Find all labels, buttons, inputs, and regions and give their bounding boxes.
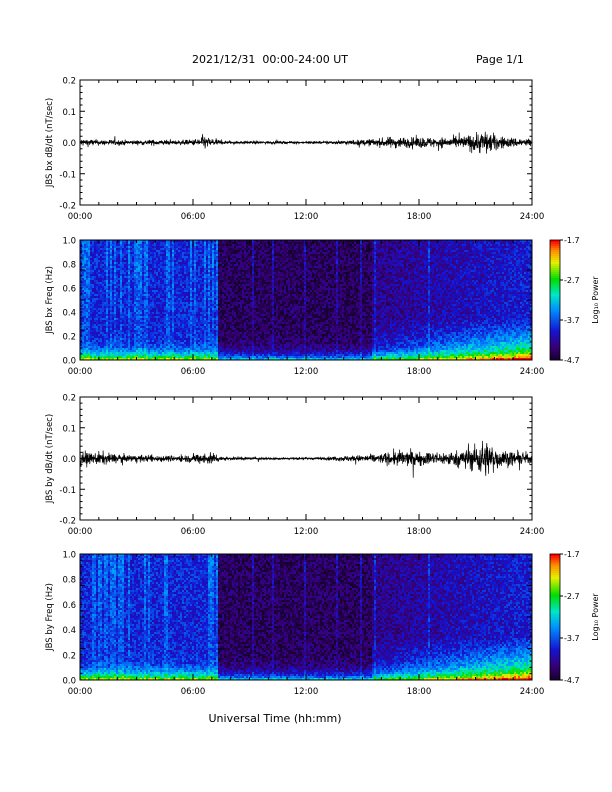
panel-1-colorbar-tick-label: -2.7 — [564, 276, 580, 285]
panel-2-xtick-label: 18:00 — [407, 527, 432, 537]
panel-0-ytick-label: -0.1 — [59, 170, 76, 180]
panel-1-ytick-label: 0.6 — [62, 285, 76, 295]
panel-1-colorbar — [550, 240, 560, 361]
panel-3-colorbar-tick-label: -2.7 — [564, 592, 580, 601]
panel-3-ytick-label: 0.0 — [62, 677, 76, 687]
panel-3-ytick-label: 1.0 — [62, 551, 76, 561]
panel-3-ytick-label: 0.8 — [62, 576, 76, 586]
panel-2-ytick-label: -0.2 — [59, 517, 76, 527]
panel-1-colorbar-tick-label: -3.7 — [564, 316, 580, 325]
panel-2-xtick-label: 06:00 — [181, 527, 206, 537]
panel-3-colorbar — [550, 554, 560, 681]
panel-1-xtick-label: 06:00 — [181, 367, 206, 377]
panel-1-xtick-label: 00:00 — [68, 367, 93, 377]
panel-3-colorbar-tick-label: -1.7 — [564, 550, 580, 559]
panel-3-ylabel: JBS by Freq (Hz) — [45, 583, 55, 652]
panel-3-colorbar-tick-label: -3.7 — [564, 634, 580, 643]
panel-2-ylabel: JBS by dB/dt (nT/sec) — [45, 414, 55, 504]
panel-0-ytick-label: -0.2 — [59, 202, 76, 212]
panel-0-xtick-label: 18:00 — [407, 212, 432, 222]
panel-2-ytick-label: 0.0 — [62, 455, 76, 465]
panel-3-ytick-label: 0.4 — [62, 626, 76, 636]
panel-0-xtick-label: 24:00 — [520, 212, 545, 222]
panel-2-xtick-label: 00:00 — [68, 527, 93, 537]
panel-3-xtick-label: 12:00 — [294, 687, 319, 697]
panel-3-xtick-label: 06:00 — [181, 687, 206, 697]
panel-1-xtick-label: 18:00 — [407, 367, 432, 377]
panel-3-colorbar-tick-label: -4.7 — [564, 676, 580, 685]
panel-3-colorbar-label: Log₁₀ Power — [591, 593, 600, 641]
panel-0-ytick-label: 0.2 — [62, 77, 76, 87]
panel-1-xtick-label: 12:00 — [294, 367, 319, 377]
panel-1-colorbar-tick-label: -4.7 — [564, 356, 580, 365]
panel-2-ytick-label: 0.2 — [62, 394, 76, 404]
panel-0-xtick-label: 12:00 — [294, 212, 319, 222]
panel-0-ytick-label: 0.0 — [62, 139, 76, 149]
panel-0-xtick-label: 00:00 — [68, 212, 93, 222]
x-axis-label: Universal Time (hh:mm) — [209, 712, 342, 725]
panel-1-ytick-label: 0.2 — [62, 333, 76, 343]
panel-2-ytick-label: -0.1 — [59, 486, 76, 496]
panel-1-ytick-label: 0.4 — [62, 309, 76, 319]
panel-1-ytick-label: 1.0 — [62, 237, 76, 247]
panel-2-xtick-label: 24:00 — [520, 527, 545, 537]
panel-1-ylabel: JBS bx Freq (Hz) — [45, 266, 55, 335]
panel-1-ytick-label: 0.0 — [62, 357, 76, 367]
panel-3-ytick-label: 0.6 — [62, 601, 76, 611]
panel-3-spectrogram — [80, 554, 532, 680]
panel-1-spectrogram — [80, 240, 532, 360]
panel-0-ylabel: JBS bx dB/dt (nT/sec) — [45, 98, 55, 188]
panel-3-ytick-label: 0.2 — [62, 651, 76, 661]
panel-1-colorbar-label: Log₁₀ Power — [591, 276, 600, 324]
panel-0-xtick-label: 06:00 — [181, 212, 206, 222]
panel-3-xtick-label: 18:00 — [407, 687, 432, 697]
panel-3-xtick-label: 24:00 — [520, 687, 545, 697]
panel-1-xtick-label: 24:00 — [520, 367, 545, 377]
panel-2-ytick-label: 0.1 — [62, 424, 76, 434]
panel-1-colorbar-tick-label: -1.7 — [564, 236, 580, 245]
panel-0-ytick-label: 0.1 — [62, 108, 76, 118]
panel-2-series-line — [80, 441, 532, 478]
panel-2-xtick-label: 12:00 — [294, 527, 319, 537]
panel-1-ytick-label: 0.8 — [62, 261, 76, 271]
panel-3-xtick-label: 00:00 — [68, 687, 93, 697]
